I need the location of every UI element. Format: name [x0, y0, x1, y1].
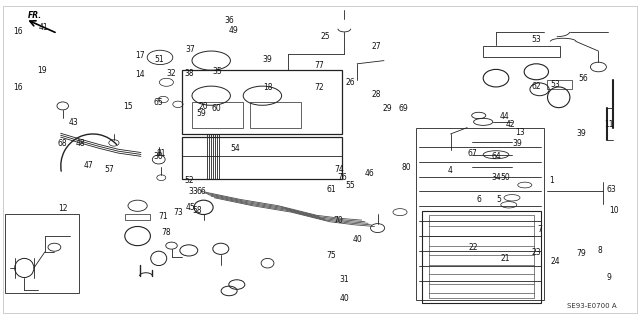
Text: 50: 50: [500, 173, 511, 182]
Text: 7: 7: [537, 225, 542, 234]
Text: 11: 11: [605, 120, 614, 129]
Text: 17: 17: [134, 51, 145, 60]
Text: 8: 8: [598, 246, 603, 255]
Text: 78: 78: [161, 228, 172, 237]
Bar: [422, 211, 541, 303]
Text: 22: 22: [469, 243, 478, 252]
Text: 13: 13: [515, 128, 525, 137]
Bar: [182, 137, 342, 179]
Text: 38: 38: [184, 69, 194, 78]
Text: 40: 40: [352, 235, 362, 244]
Text: 51: 51: [154, 55, 164, 63]
Text: 33: 33: [188, 187, 198, 196]
Bar: [5, 214, 79, 293]
Text: 29: 29: [382, 104, 392, 113]
Text: 9: 9: [607, 273, 612, 282]
Text: 53: 53: [550, 80, 561, 89]
Text: 72: 72: [314, 83, 324, 92]
Text: FR.: FR.: [28, 11, 42, 20]
Text: 68: 68: [58, 139, 68, 148]
Text: 14: 14: [134, 70, 145, 79]
Text: 77: 77: [314, 61, 324, 70]
Text: 60: 60: [211, 104, 221, 113]
Bar: [250, 102, 301, 128]
Text: 12: 12: [58, 204, 67, 213]
Text: 21: 21: [501, 254, 510, 263]
Text: 52: 52: [184, 176, 194, 185]
Text: 1: 1: [549, 176, 554, 185]
Text: 5: 5: [497, 195, 502, 204]
Text: 44: 44: [499, 112, 509, 121]
Text: 70: 70: [333, 216, 343, 225]
Text: 35: 35: [212, 67, 223, 76]
Text: 19: 19: [36, 66, 47, 75]
Text: 23: 23: [531, 248, 541, 256]
Text: 39: 39: [576, 130, 586, 138]
Text: 69: 69: [398, 104, 408, 113]
Text: 34: 34: [491, 173, 501, 182]
Text: 39: 39: [262, 55, 273, 63]
Bar: [547, 80, 572, 89]
Text: 59: 59: [196, 109, 207, 118]
Text: 32: 32: [166, 69, 177, 78]
Text: 16: 16: [13, 27, 23, 36]
Bar: [192, 102, 243, 128]
Text: 57: 57: [104, 165, 114, 174]
Text: 56: 56: [579, 74, 589, 83]
Text: 66: 66: [196, 187, 207, 196]
Text: 46: 46: [365, 169, 375, 178]
Text: 71: 71: [158, 212, 168, 221]
Text: 18: 18: [263, 83, 272, 92]
Text: 28: 28: [372, 90, 381, 99]
Text: 43: 43: [68, 118, 79, 127]
Text: 40: 40: [339, 294, 349, 303]
Text: 47: 47: [83, 161, 93, 170]
Bar: [416, 128, 544, 300]
Text: 49: 49: [228, 26, 239, 35]
Text: 65: 65: [154, 98, 164, 107]
Text: 62: 62: [531, 82, 541, 91]
Text: 75: 75: [326, 251, 337, 260]
Text: 63: 63: [606, 185, 616, 194]
Text: 54: 54: [230, 144, 241, 153]
Text: 61: 61: [326, 185, 337, 194]
Text: 73: 73: [173, 208, 183, 217]
Text: 67: 67: [467, 149, 477, 158]
Text: 39: 39: [512, 139, 522, 148]
Text: SE93-E0700 A: SE93-E0700 A: [567, 303, 617, 309]
Text: 42: 42: [506, 120, 516, 129]
Text: 74: 74: [334, 165, 344, 174]
Text: 27: 27: [371, 42, 381, 51]
Text: 15: 15: [123, 102, 133, 111]
Text: 79: 79: [576, 249, 586, 258]
Bar: [125, 214, 150, 220]
Text: 76: 76: [337, 173, 348, 182]
Text: 53: 53: [531, 35, 541, 44]
Text: 6: 6: [476, 195, 481, 204]
Bar: [182, 70, 342, 134]
Text: 48: 48: [75, 139, 85, 148]
Text: 26: 26: [346, 78, 356, 87]
Text: 31: 31: [339, 275, 349, 284]
Text: 10: 10: [609, 206, 620, 215]
Text: 30: 30: [154, 152, 164, 161]
Text: 37: 37: [186, 45, 196, 54]
Text: 25: 25: [320, 32, 330, 41]
Bar: [483, 46, 560, 57]
Text: 36: 36: [224, 16, 234, 25]
Text: 45: 45: [186, 203, 196, 212]
Text: 64: 64: [491, 152, 501, 161]
Text: 81: 81: [157, 149, 166, 158]
Text: 41: 41: [38, 23, 49, 32]
Text: 24: 24: [550, 257, 561, 266]
Bar: [429, 215, 534, 298]
Text: 20: 20: [198, 102, 209, 111]
Text: 4: 4: [448, 166, 453, 175]
Text: 58: 58: [192, 206, 202, 215]
Text: 16: 16: [13, 83, 23, 92]
Text: 55: 55: [346, 181, 356, 189]
Text: 80: 80: [401, 163, 412, 172]
